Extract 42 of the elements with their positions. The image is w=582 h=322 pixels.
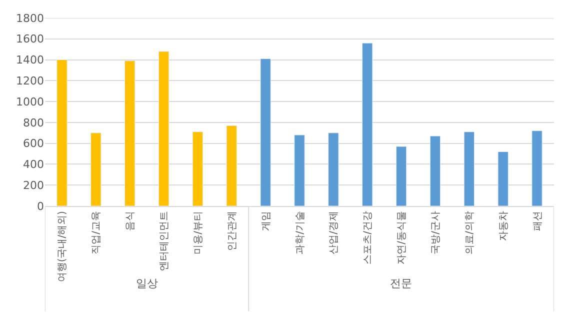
bar: [294, 134, 305, 206]
bar: [396, 146, 407, 206]
x-tick-label: 의료/의학: [464, 211, 476, 254]
x-tick-label: 여행(국내/해외): [57, 210, 68, 282]
y-tick-label: 1800: [16, 12, 44, 25]
y-tick-label: 1600: [16, 32, 44, 46]
y-tick-label: 1200: [16, 74, 44, 88]
x-tick-label: 인간관계: [226, 211, 238, 251]
x-tick-label: 자동차: [498, 211, 510, 241]
x-tick-label: 과학/기술: [294, 211, 306, 254]
x-tick-label: 스포츠/건강: [362, 211, 374, 264]
bar: [56, 60, 68, 206]
x-tick-label: 미용/뷰티: [192, 211, 204, 254]
x-tick-label: 음식: [125, 211, 136, 231]
bar: [90, 132, 102, 206]
x-tick-label: 엔터테인먼트: [159, 211, 170, 271]
bar: [124, 60, 136, 206]
bar: [192, 132, 204, 206]
y-tick-label: 800: [23, 116, 44, 130]
bar: [498, 151, 508, 206]
y-tick-label: 1000: [16, 95, 44, 108]
x-tick-label: 국방/군사: [430, 211, 442, 254]
x-tick-label: 자연/동식물: [396, 211, 408, 264]
bar: [532, 130, 542, 206]
x-tick-label: 산업/경제: [328, 211, 340, 254]
y-tick-label: 1400: [16, 54, 44, 67]
bar: [260, 58, 271, 206]
bar: [362, 42, 373, 206]
bar: [158, 51, 170, 206]
y-tick-label: 400: [23, 158, 44, 172]
text: 전문: [390, 277, 412, 290]
x-tick-label: 직업/교육: [91, 211, 102, 254]
bar: [328, 132, 339, 206]
y-tick-label: 200: [23, 178, 44, 192]
y-tick-label: 0: [37, 200, 44, 213]
y-tick-label: 600: [23, 137, 44, 150]
text: 일상: [136, 277, 158, 290]
bar: [226, 125, 237, 206]
x-tick-label: 게임: [260, 211, 272, 231]
bar: [430, 136, 441, 206]
bar: [464, 132, 475, 206]
x-tick-label: 패션: [532, 211, 544, 231]
